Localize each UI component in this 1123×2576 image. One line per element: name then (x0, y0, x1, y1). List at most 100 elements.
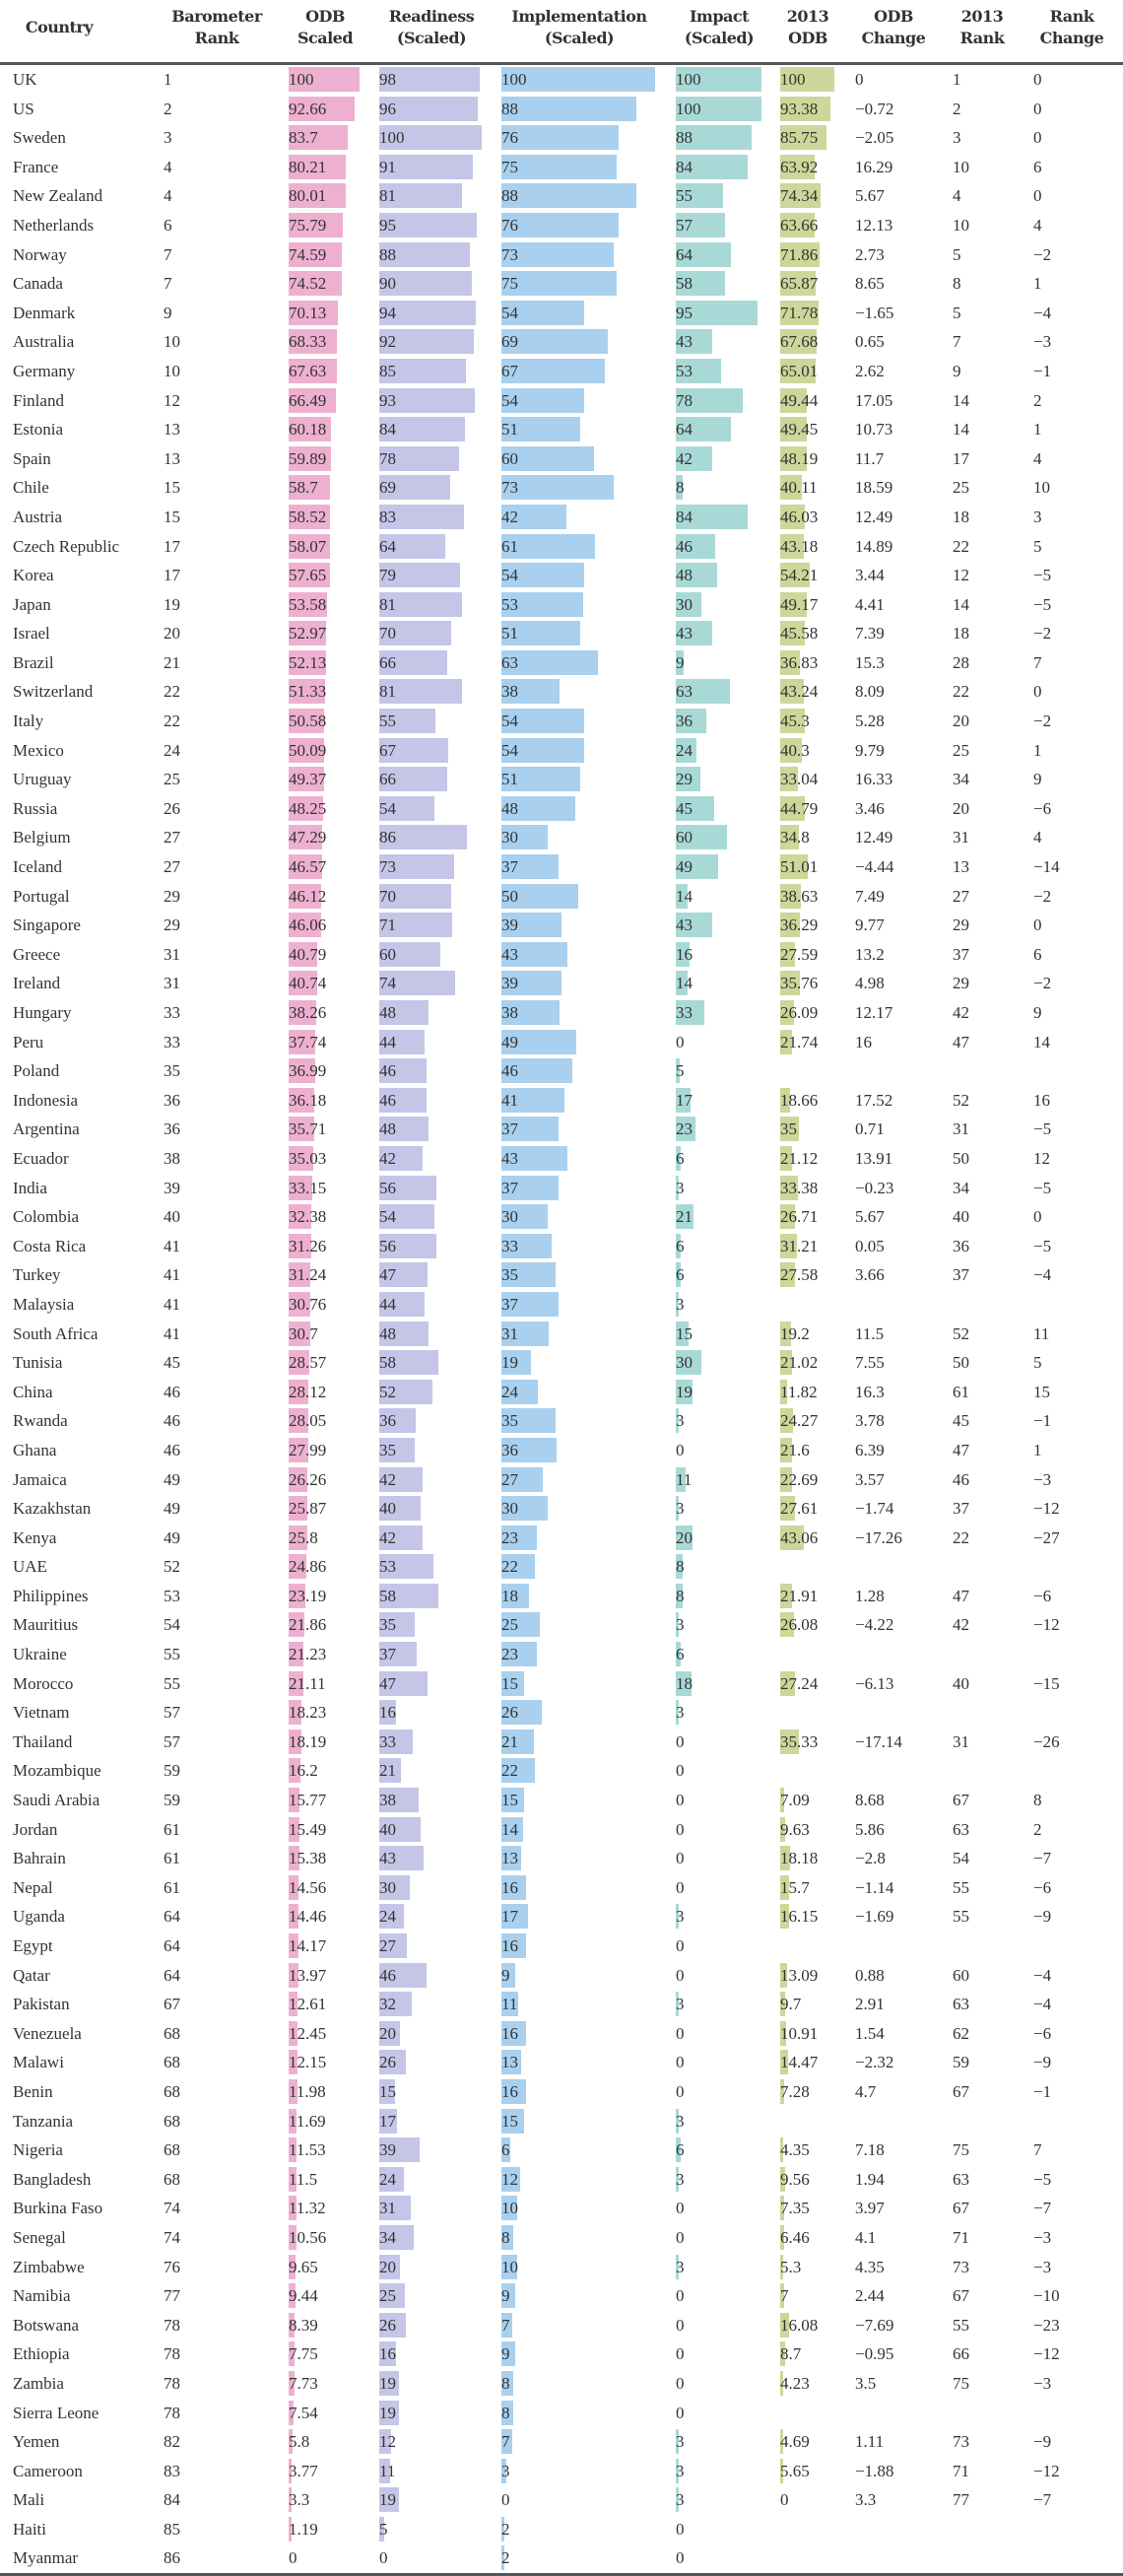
cell-readiness: 19 (379, 2485, 399, 2515)
value-odb-scaled: 28.57 (289, 1353, 327, 1373)
cell-readiness: 19 (379, 2399, 399, 2428)
cell-odb-2013: 22.69 (780, 1465, 818, 1495)
bar-odb-scaled (289, 271, 342, 297)
value-barometer-rank: 52 (164, 1557, 180, 1577)
bar-implementation (501, 767, 580, 792)
bar-implementation (501, 1612, 540, 1638)
cell-odb-change: 0.71 (855, 1115, 885, 1144)
cell-implementation: 73 (501, 240, 614, 270)
cell-country: Estonia (13, 415, 63, 444)
cell-impact: 0 (676, 1873, 685, 1903)
value-rank-change: −2 (1033, 712, 1052, 731)
cell-odb-scaled: 7.73 (289, 2369, 318, 2399)
cell-rank-change: 16 (1033, 1086, 1050, 1116)
value-rank-change: −9 (1033, 2432, 1052, 2452)
cell-barometer-rank: 45 (164, 1348, 180, 1378)
table-row: Mexico 24 50.09 67 54 24 40.3 9.79 25 1 (0, 736, 1123, 766)
cell-country: Thailand (13, 1728, 72, 1757)
value-rank-2013: 14 (953, 420, 969, 440)
value-odb-change: 3.57 (855, 1469, 885, 1489)
cell-rank-2013: 34 (953, 765, 969, 794)
bar-implementation (501, 1962, 516, 1988)
value-readiness: 15 (379, 2081, 396, 2101)
value-odb-2013: 43.06 (780, 1527, 819, 1547)
cell-impact: 100 (676, 95, 761, 124)
value-barometer-rank: 61 (164, 1819, 180, 1839)
cell-rank-change: 9 (1033, 998, 1042, 1028)
bar-implementation (501, 621, 580, 646)
table-row: Philippines 53 23.19 58 18 8 21.91 1.28 47 −6 (0, 1582, 1123, 1611)
bar-impact (676, 767, 701, 792)
value-odb-change: 4.98 (855, 974, 885, 993)
cell-country: Australia (13, 327, 74, 357)
value-implementation: 51 (501, 420, 518, 440)
value-barometer-rank: 13 (164, 448, 180, 468)
cell-odb-scaled: 11.98 (289, 2077, 326, 2107)
value-barometer-rank: 74 (164, 2227, 180, 2247)
table-row: Egypt 64 14.17 27 16 0 (0, 1932, 1123, 1961)
value-readiness: 33 (379, 1731, 396, 1751)
value-odb-change: 2.73 (855, 244, 885, 264)
value-rank-2013: 40 (953, 1207, 969, 1227)
cell-odb-change: −0.95 (855, 2339, 893, 2369)
value-country: France (13, 157, 59, 176)
bar-odb-2013 (780, 2050, 788, 2075)
cell-odb-change: 2.62 (855, 357, 885, 386)
bar-impact (676, 1204, 694, 1230)
cell-rank-change: 5 (1033, 532, 1042, 562)
value-implementation: 50 (501, 886, 518, 906)
bar-implementation (501, 1262, 556, 1288)
value-readiness: 35 (379, 1615, 396, 1635)
bar-readiness (379, 1175, 437, 1200)
cell-impact: 24 (676, 736, 696, 766)
value-readiness: 12 (379, 2432, 396, 2452)
value-barometer-rank: 64 (164, 1936, 180, 1955)
value-odb-scaled: 52.97 (289, 624, 327, 644)
table-row: Myanmar 86 0 0 2 0 (0, 2543, 1123, 2573)
cell-odb-scaled: 31.26 (289, 1232, 326, 1261)
cell-country: Malaysia (13, 1290, 74, 1320)
bar-implementation (501, 1758, 536, 1784)
value-barometer-rank: 67 (164, 1995, 180, 2014)
value-readiness: 71 (379, 915, 396, 935)
cell-odb-scaled: 11.32 (289, 2194, 326, 2223)
cell-readiness: 81 (379, 590, 463, 620)
cell-odb-change: −1.69 (855, 1902, 893, 1932)
table-row: Ethiopia 78 7.75 16 9 0 8.7 −0.95 66 −12 (0, 2339, 1123, 2369)
value-barometer-rank: 49 (164, 1469, 180, 1489)
cell-barometer-rank: 15 (164, 503, 180, 532)
value-implementation: 54 (501, 712, 518, 731)
cell-rank-change: 2 (1033, 1815, 1042, 1845)
bar-odb-scaled (289, 475, 331, 501)
bar-odb-2013 (780, 67, 834, 92)
value-odb-change: −1.88 (855, 2461, 894, 2480)
cell-implementation: 54 (501, 299, 585, 328)
bar-impact (676, 1262, 682, 1288)
value-rank-change: −14 (1033, 857, 1060, 877)
bar-odb-scaled (289, 971, 318, 996)
value-odb-scaled: 28.12 (289, 1382, 327, 1401)
value-odb-2013: 44.79 (780, 798, 819, 818)
value-rank-change: −3 (1033, 2257, 1052, 2276)
bar-odb-2013 (780, 300, 820, 325)
cell-country: Ukraine (13, 1640, 67, 1669)
value-implementation: 49 (501, 1032, 518, 1051)
cell-readiness: 73 (379, 852, 454, 882)
value-implementation: 51 (501, 770, 518, 789)
value-barometer-rank: 19 (164, 594, 180, 614)
value-readiness: 55 (379, 712, 396, 731)
value-rank-2013: 3 (953, 128, 961, 148)
table-row: Poland 35 36.99 46 46 5 (0, 1056, 1123, 1086)
bar-odb-2013 (780, 96, 831, 121)
cell-rank-change: 3 (1033, 503, 1042, 532)
cell-readiness: 34 (379, 2223, 415, 2253)
value-impact: 3 (676, 1178, 685, 1197)
value-odb-scaled: 9.65 (289, 2257, 318, 2276)
value-rank-change: 16 (1033, 1090, 1050, 1110)
value-rank-change: 1 (1033, 1440, 1042, 1459)
value-rank-change: −23 (1033, 2315, 1060, 2335)
value-rank-change: 3 (1033, 507, 1042, 526)
cell-implementation: 24 (501, 1378, 539, 1407)
bar-implementation (501, 883, 578, 909)
table-row: Morocco 55 21.11 47 15 18 27.24 −6.13 40 −15 (0, 1669, 1123, 1699)
